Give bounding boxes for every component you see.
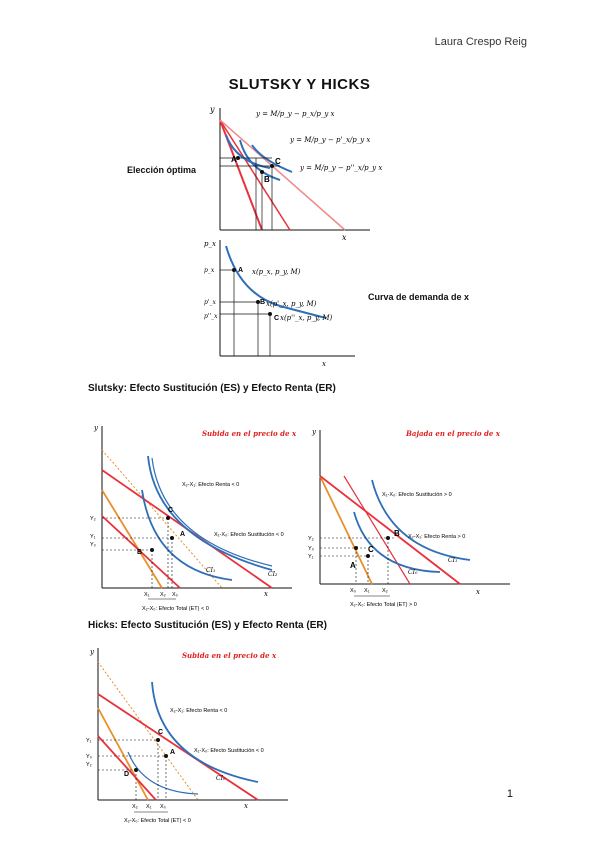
- fig2-point-b: B: [260, 299, 265, 306]
- fig1-point-a: A: [231, 155, 237, 164]
- demand-curve-label: Curva de demanda de x: [368, 292, 470, 302]
- fig5-x-tick-0: X₀: [160, 804, 166, 810]
- fig4-x-tick-1: X₁: [364, 588, 370, 594]
- fig4-es-label: X₁-X₀: Efecto Sustitución > 0: [382, 492, 452, 498]
- fig4-et-label: X₂-X₀: Efecto Total (ET) > 0: [350, 602, 417, 608]
- slutsky-heading: Slutsky: Efecto Sustitución (ES) y Efect…: [88, 383, 336, 394]
- fig3-ci-1: CI₁: [206, 567, 215, 574]
- fig3-er-label: X₂-X₁: Efecto Renta < 0: [182, 482, 239, 488]
- fig4-point-a: A: [350, 561, 356, 570]
- demand-curve-diagram: p_x x p_x p'_x p''_x A B C x(p_x, p_y, M…: [204, 240, 355, 368]
- fig5-y-tick-0: Y₀: [86, 754, 92, 760]
- fig2-point-a: A: [238, 267, 243, 274]
- slutsky-decrease-diagram: y x Bajada en el precio de x A B C X₁-X₀…: [308, 428, 510, 608]
- fig5-y-tick-2: Y₂: [86, 762, 92, 768]
- fig2-x-axis: x: [322, 360, 326, 368]
- fig5-es-label: X₁-X₀: Efecto Sustitución < 0: [194, 748, 264, 754]
- fig5-er-label: X₂-X₁: Efecto Renta < 0: [170, 708, 227, 714]
- fig5-ci-0: CI₀: [216, 775, 226, 782]
- page-number: 1: [506, 788, 513, 800]
- fig1-budget-eq-1: y = M/p_y − p_x/p_y x: [255, 110, 334, 118]
- page-title: SLUTSKY Y HICKS: [228, 76, 371, 93]
- fig5-y-tick-1: Y₁: [86, 738, 92, 744]
- fig3-y-tick-2: Y₂: [90, 516, 96, 522]
- fig2-price-2: p'_x: [204, 299, 216, 306]
- svg-text:y: y: [89, 648, 95, 656]
- fig4-point-c: C: [368, 545, 374, 554]
- fig4-title: Bajada en el precio de x: [405, 429, 501, 438]
- svg-text:y: y: [311, 428, 317, 436]
- fig1-budget-eq-2: y = M/p_y − p'_x/p_y x: [289, 136, 370, 144]
- fig4-y-tick-2: Y₂: [308, 536, 314, 542]
- fig4-x-tick-2: X₂: [382, 588, 388, 594]
- svg-text:x: x: [264, 590, 268, 598]
- fig3-title: Subida en el precio de x: [202, 429, 297, 438]
- fig1-budget-eq-3: y = M/p_y − p''_x/p_y x: [299, 164, 382, 172]
- fig4-x-tick-0: X₀: [350, 588, 356, 594]
- fig2-price-3: p''_x: [204, 313, 218, 320]
- optimal-choice-label: Elección óptima: [127, 165, 197, 175]
- fig5-x-tick-2: X₂: [132, 804, 138, 810]
- fig5-point-a: A: [170, 749, 175, 756]
- fig2-demand-a: x(p_x, p_y, M): [252, 268, 301, 276]
- fig1-point-c: C: [275, 157, 281, 166]
- fig4-point-b: B: [394, 529, 400, 538]
- fig4-y-tick-1: Y₁: [308, 554, 314, 560]
- fig3-y-tick-1: Y₁: [90, 534, 96, 540]
- fig3-x-tick-0: X₀: [172, 592, 178, 598]
- fig2-demand-b: x(p'_x, p_y, M): [266, 300, 317, 308]
- fig4-er-label: X₂-X₁: Efecto Renta > 0: [408, 534, 465, 540]
- author-name: Laura Crespo Reig: [434, 36, 527, 48]
- fig4-ci-1: CI₁: [448, 557, 457, 564]
- fig3-y-tick-0: Y₀: [90, 542, 96, 548]
- fig2-demand-c: x(p''_x, p_y, M): [280, 314, 333, 322]
- fig3-et-label: X₂-X₀: Efecto Total (ET) < 0: [142, 606, 209, 612]
- optimal-choice-diagram: y x A B C y = M/p_y − p_x/p_y x y = M/p_…: [209, 105, 382, 242]
- fig5-title: Subida en el precio de x: [182, 651, 277, 660]
- fig5-x-tick-1: X₁: [146, 804, 152, 810]
- fig4-y-tick-0: Y₀: [308, 546, 314, 552]
- fig1-y-axis: y: [209, 105, 215, 114]
- fig3-point-b: B: [137, 549, 142, 556]
- fig4-ci-0: CI₀: [408, 569, 418, 576]
- fig3-x-tick-1: X₁: [144, 592, 150, 598]
- fig3-ci-2: CI₂: [268, 571, 278, 578]
- fig2-y-axis: p_x: [204, 240, 216, 248]
- hicks-heading: Hicks: Efecto Sustitución (ES) y Efecto …: [88, 620, 327, 631]
- svg-text:y: y: [93, 424, 99, 432]
- hicks-increase-diagram: y x Subida en el precio de x D C A X₂-X₁…: [86, 648, 288, 824]
- fig2-price-1: p_x: [204, 267, 215, 274]
- fig1-point-b: B: [264, 175, 270, 184]
- fig5-et-label: X₂-X₀: Efecto Total (ET) < 0: [124, 818, 191, 824]
- fig5-point-d: D: [124, 771, 129, 778]
- fig3-x-tick-2: X₂: [160, 592, 166, 598]
- fig3-point-a: A: [180, 531, 185, 538]
- svg-text:x: x: [476, 588, 480, 596]
- slutsky-increase-diagram: y x Subida en el precio de x B A C X₂-X₁…: [90, 424, 297, 612]
- fig2-point-c: C: [274, 315, 279, 322]
- fig1-x-axis: x: [342, 233, 347, 242]
- fig5-point-c: C: [158, 729, 163, 736]
- svg-text:x: x: [244, 802, 248, 810]
- fig3-es-label: X₁-X₀: Efecto Sustitución < 0: [214, 532, 284, 538]
- fig3-point-c: C: [168, 507, 173, 514]
